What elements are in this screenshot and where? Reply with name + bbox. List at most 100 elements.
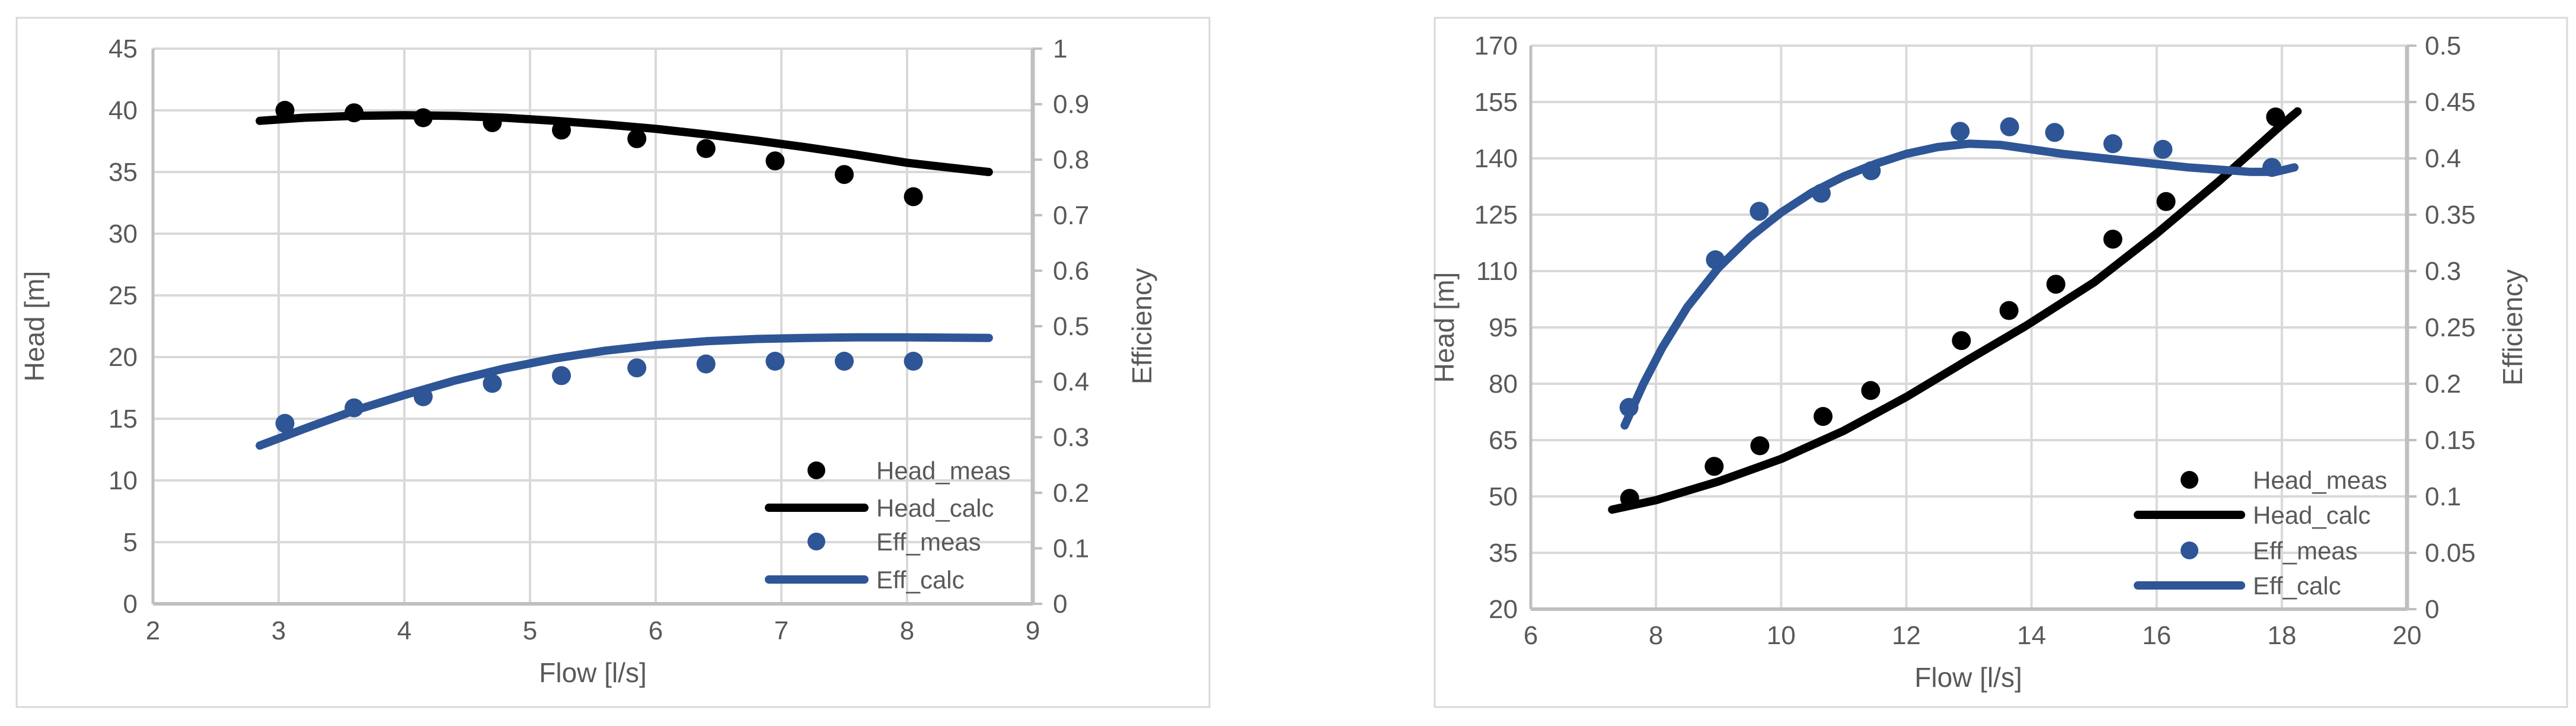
- head-meas-point: [627, 129, 647, 148]
- y-axis-tick-label: 15: [108, 405, 138, 434]
- legend-label-eff-meas: Eff_meas: [876, 528, 981, 556]
- x-axis-tick-label: 6: [649, 616, 663, 645]
- eff-meas-point: [2153, 139, 2173, 159]
- legend-marker-head-meas: [807, 461, 825, 479]
- y-axis-tick-label: 35: [108, 158, 138, 187]
- secondary-y-axis-tick-label: 0.05: [2425, 539, 2476, 568]
- x-axis-tick-label: 5: [523, 616, 537, 645]
- secondary-y-axis-tick-label: 0.2: [1053, 479, 1089, 508]
- legend: Head_meas Head_calc Eff_meas Eff_calc: [2134, 466, 2387, 600]
- secondary-y-axis-tick-label: 0.3: [2425, 257, 2461, 286]
- figure-left-pump-curve: 05101520253035404500.10.20.30.40.50.60.7…: [15, 17, 1211, 708]
- secondary-y-axis-tick-label: 0.4: [2425, 144, 2461, 173]
- eff-meas-point: [483, 374, 502, 393]
- legend-label-head-meas: Head_meas: [876, 457, 1010, 485]
- y-axis-tick-label: 45: [108, 34, 138, 63]
- grid: [153, 47, 1033, 604]
- y-axis-tick-label: 80: [1489, 370, 1518, 399]
- secondary-y-axis-tick-label: 0.5: [1053, 312, 1089, 341]
- legend-label-head-calc: Head_calc: [876, 494, 994, 522]
- x-axis-tick-label: 2: [146, 616, 160, 645]
- eff-meas-point: [1951, 122, 1970, 141]
- head-meas-point: [1861, 381, 1881, 400]
- x-axis-tick-label: 6: [1524, 621, 1538, 650]
- head-meas-point: [696, 139, 716, 158]
- eff-meas-point: [765, 352, 785, 371]
- eff-meas-point: [275, 413, 295, 433]
- y-axis-tick-label: 5: [123, 528, 138, 557]
- y-axis-tick-label: 25: [108, 281, 138, 310]
- secondary-y-axis-tick-label: 0.9: [1053, 90, 1089, 119]
- y-axis-tick-label: 20: [108, 343, 138, 372]
- secondary-y-axis-tick-label: 0.8: [1053, 145, 1089, 174]
- eff-meas-point: [904, 352, 923, 371]
- head-meas-point: [1999, 301, 2019, 320]
- head-meas-point: [2046, 275, 2066, 294]
- x-axis-tick-label: 4: [397, 616, 411, 645]
- legend-label-eff-calc: Eff_calc: [876, 566, 965, 594]
- y-axis-tick-label: 0: [123, 590, 138, 619]
- legend-label-head-meas: Head_meas: [2253, 466, 2387, 494]
- x-axis-tick-label: 10: [1767, 621, 1796, 650]
- x-axis-tick-label: 7: [774, 616, 789, 645]
- secondary-y-axis-tick-label: 1: [1053, 34, 1067, 63]
- y-axis-tick-label: 35: [1489, 539, 1518, 568]
- y-axis-tick-label: 65: [1489, 426, 1518, 455]
- y-axis-title: Head [m]: [1429, 272, 1460, 383]
- x-axis-tick-label: 20: [2393, 621, 2422, 650]
- y-axis-tick-label: 170: [1474, 31, 1518, 60]
- y-axis-tick-label: 30: [108, 219, 138, 249]
- y-axis-tick-label: 110: [1476, 257, 1518, 286]
- head-meas-point: [2103, 230, 2122, 249]
- x-axis-title: Flow [l/s]: [1914, 662, 2022, 693]
- y-axis-tick-label: 40: [108, 96, 138, 125]
- y-axis-tick-label: 155: [1474, 88, 1518, 117]
- secondary-y-axis-tick-label: 0.3: [1053, 423, 1089, 452]
- head-meas-point: [1814, 407, 1833, 426]
- x-axis-tick-label: 18: [2267, 621, 2296, 650]
- y-axis-tick-label: 20: [1489, 595, 1518, 624]
- eff-calc-curve: [256, 333, 993, 450]
- legend-label-eff-meas: Eff_meas: [2253, 537, 2358, 565]
- eff-calc-curve: [1620, 139, 2299, 430]
- eff-meas-point: [696, 354, 716, 374]
- y-axis-title: Head [m]: [19, 271, 50, 382]
- eff-meas-point: [2045, 123, 2064, 142]
- head-meas-point: [1704, 457, 1724, 476]
- head-meas-point: [1750, 436, 1770, 456]
- legend-marker-eff-meas: [807, 533, 825, 550]
- head-meas-point: [835, 165, 854, 184]
- secondary-y-axis-title: Efficiency: [2497, 269, 2528, 386]
- eff-meas-point: [627, 358, 647, 378]
- y-axis-tick-label: 140: [1474, 144, 1518, 173]
- eff-meas-point: [1750, 202, 1769, 221]
- head-meas-point: [1952, 331, 1971, 351]
- eff-meas-point: [2000, 117, 2019, 136]
- head-meas-point: [2156, 192, 2176, 211]
- secondary-y-axis-tick-label: 0.2: [2425, 370, 2461, 399]
- y-axis-tick-label: 125: [1474, 200, 1518, 230]
- figure-border: [15, 17, 1211, 708]
- secondary-y-axis-tick-label: 0.15: [2425, 426, 2476, 455]
- secondary-y-axis-tick-label: 0.35: [2425, 200, 2476, 230]
- x-axis-tick-label: 8: [900, 616, 914, 645]
- x-axis-tick-label: 14: [2017, 621, 2046, 650]
- head-calc-curve: [1608, 107, 2302, 514]
- x-axis-tick-label: 16: [2142, 621, 2171, 650]
- eff-meas-point: [552, 366, 571, 386]
- x-axis-tick-label: 8: [1649, 621, 1663, 650]
- figure-border: [1434, 17, 2568, 708]
- head-meas-point: [765, 151, 785, 171]
- secondary-y-axis-tick-label: 0: [1053, 590, 1067, 619]
- y-axis-tick-label: 95: [1489, 313, 1518, 342]
- head-meas-point: [904, 187, 923, 206]
- x-axis-tick-label: 12: [1892, 621, 1921, 650]
- secondary-y-axis-tick-label: 0.25: [2425, 313, 2476, 342]
- secondary-y-axis-tick-label: 0.7: [1053, 201, 1089, 230]
- eff-meas-point: [2103, 134, 2122, 154]
- legend-label-head-calc: Head_calc: [2253, 501, 2370, 529]
- figure-right-pump-curve: 20 35 50 65 80 95 110 125 140 155 170 0 0.05 0.1 0.15 0…: [1429, 17, 2568, 708]
- secondary-y-axis-tick-label: 0.1: [2425, 482, 2461, 511]
- eff-meas-point: [835, 352, 854, 371]
